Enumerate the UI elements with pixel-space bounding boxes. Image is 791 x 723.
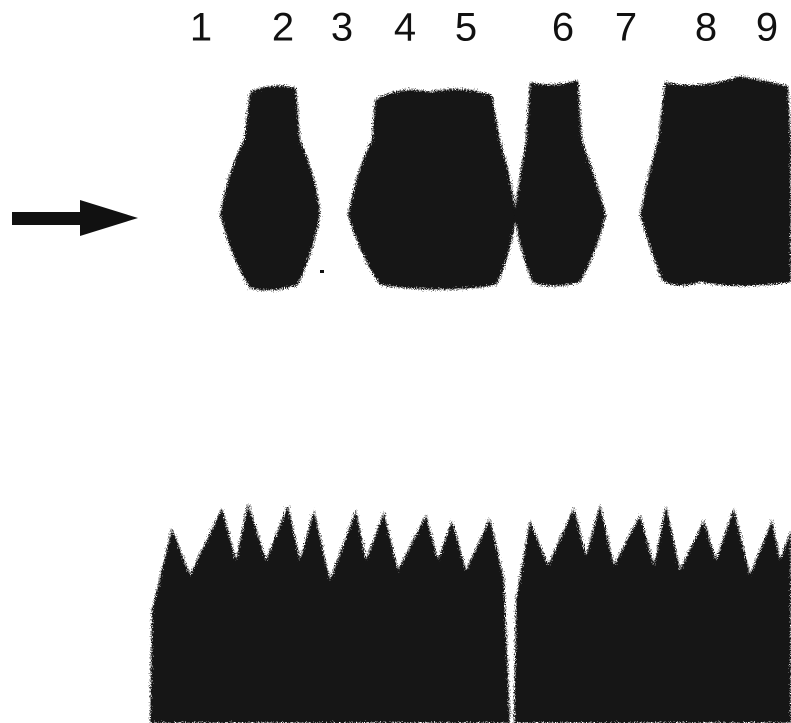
lane-label: 9 — [756, 6, 778, 50]
lane-label: 1 — [190, 6, 212, 50]
gel-image: 1 2 3 4 5 6 7 8 9 — [0, 0, 791, 723]
band — [640, 76, 791, 286]
lane-label: 3 — [331, 6, 353, 50]
lane-label: 7 — [615, 6, 637, 50]
page: 1 2 3 4 5 6 7 8 9 (() => { const data = … — [0, 0, 791, 723]
lane-label: 2 — [272, 6, 294, 50]
speck — [320, 270, 324, 273]
lane-label: 5 — [455, 6, 477, 50]
arrow-shaft — [12, 212, 84, 225]
lane-label: 4 — [394, 6, 416, 50]
lane-label: 8 — [695, 6, 717, 50]
lane-label: 6 — [552, 6, 574, 50]
